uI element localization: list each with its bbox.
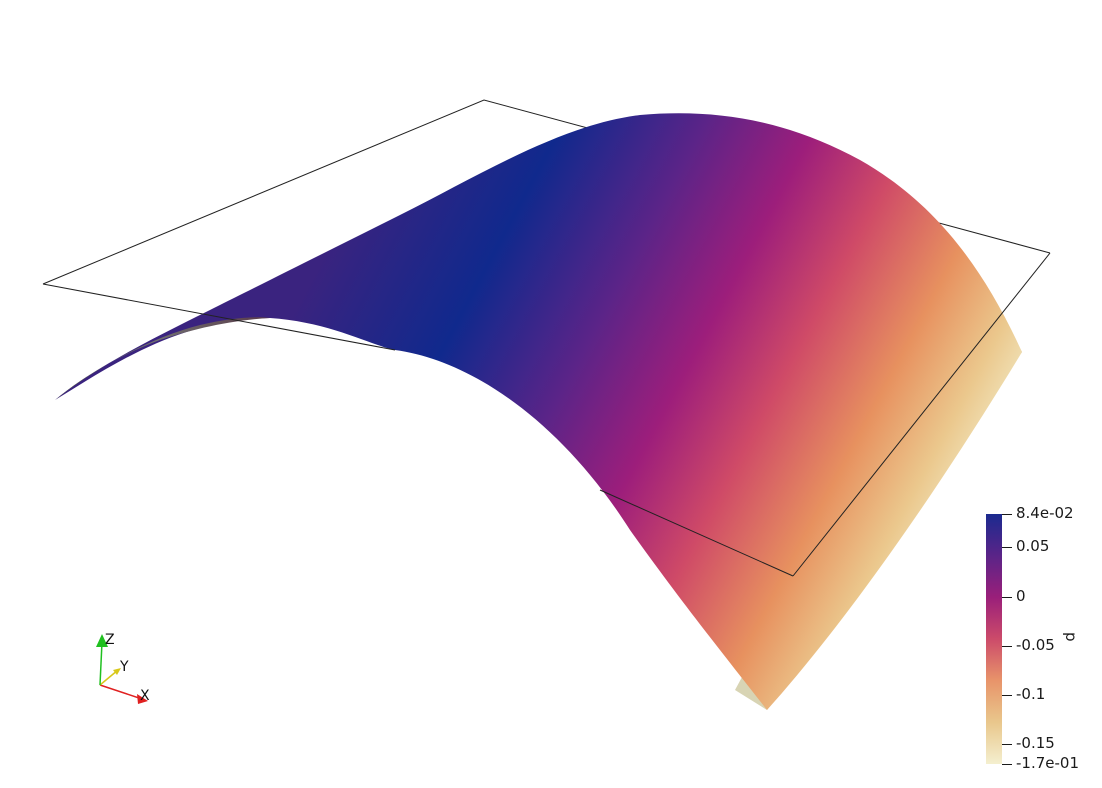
z-axis-arrow-icon xyxy=(96,634,108,647)
plane-outline-front-bottom xyxy=(599,489,794,577)
orientation-axes: Z Y X xyxy=(96,632,150,704)
z-axis-line xyxy=(99,641,103,686)
colorbar-gradient xyxy=(986,514,1002,764)
y-axis-arrow-icon xyxy=(113,668,121,675)
y-axis-label: Y xyxy=(119,659,129,675)
colorbar-tick-label: -0.1 xyxy=(1016,685,1046,703)
colorbar-tick-mark xyxy=(1002,695,1012,696)
plane-outline-front-right xyxy=(792,252,1051,577)
colorbar-tick-mark xyxy=(1002,764,1012,765)
colorbar-tick-label: 0 xyxy=(1016,587,1026,605)
x-axis-label: X xyxy=(140,688,150,704)
colorbar-title: p xyxy=(1062,632,1080,642)
z-axis-label: Z xyxy=(105,632,115,648)
colorbar-tick-label: 8.4e-02 xyxy=(1016,504,1074,522)
colorbar-tick-label: -0.05 xyxy=(1016,636,1055,654)
colorbar-tick-mark xyxy=(1002,646,1012,647)
colorbar-tick-mark xyxy=(1002,597,1012,598)
plane-outline-front-left xyxy=(42,283,396,351)
colorbar-tick-mark xyxy=(1002,744,1012,745)
surface-mesh xyxy=(55,113,1022,710)
colorbar-tick-mark xyxy=(1002,547,1012,548)
x-axis-arrow-icon xyxy=(137,694,148,704)
colorbar-tick-mark xyxy=(1002,514,1012,515)
colorbar-tick-label: -0.15 xyxy=(1016,734,1055,752)
colorbar-tick-label: 0.05 xyxy=(1016,537,1050,555)
surface-left-edge xyxy=(55,317,270,400)
colorbar-tick-label: -1.7e-01 xyxy=(1016,754,1079,772)
